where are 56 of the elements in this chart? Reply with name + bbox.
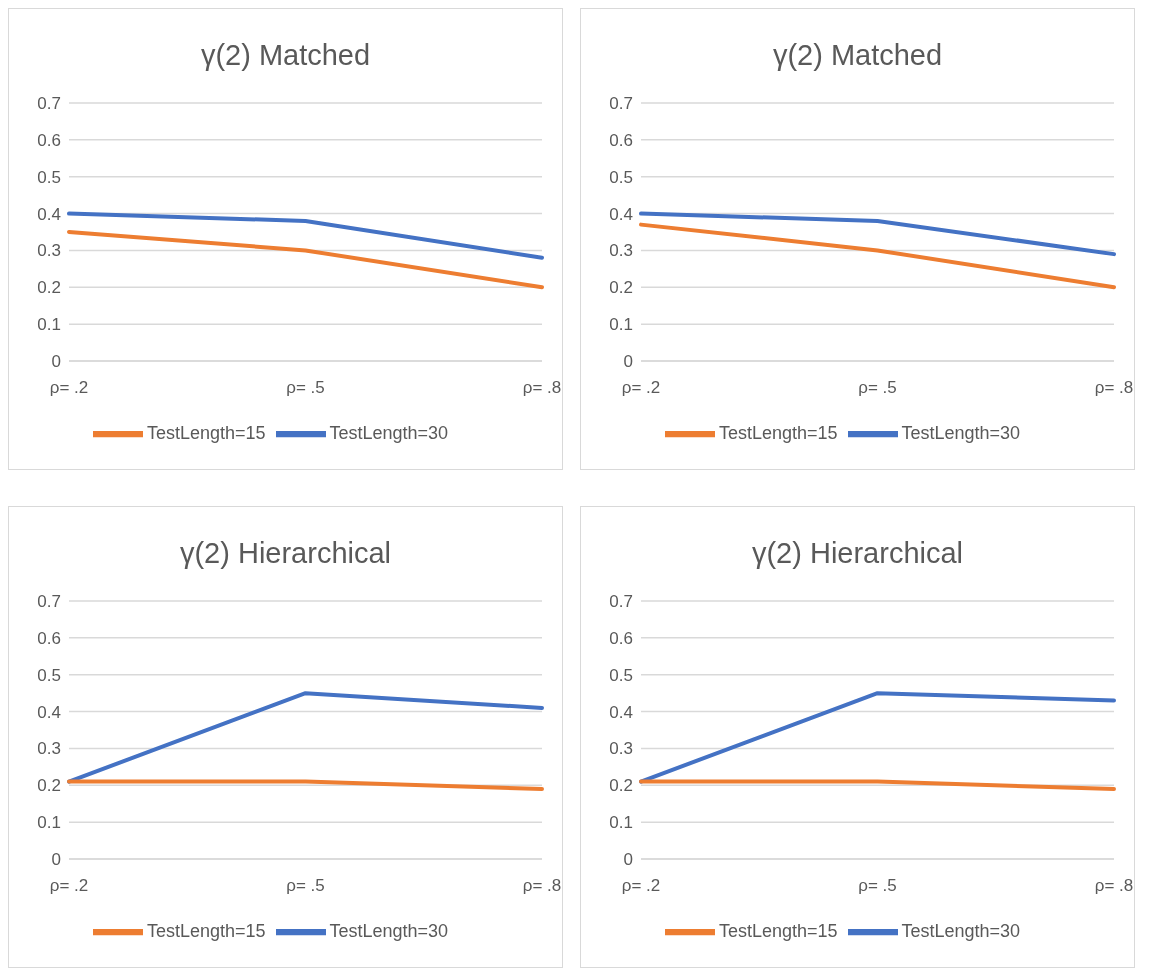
chart-title: γ(2) Matched — [771, 39, 944, 73]
y-tick-label: 0.1 — [609, 813, 633, 833]
y-tick-label: 0.6 — [609, 130, 633, 150]
y-tick-label: 0.2 — [37, 776, 61, 796]
chart-title: γ(2) Hierarchical — [750, 537, 965, 571]
y-tick-label: 0.1 — [37, 813, 61, 833]
y-tick-label: 0.7 — [609, 592, 633, 612]
x-tick-label: ρ= .8 — [1094, 378, 1134, 398]
y-tick-label: 0.3 — [37, 241, 61, 261]
x-tick-label: ρ= .8 — [1094, 876, 1134, 896]
y-tick-label: 0.1 — [37, 315, 61, 335]
y-tick-label: 0.4 — [609, 204, 633, 224]
y-tick-label: 0.5 — [609, 167, 633, 187]
y-tick-label: 0 — [51, 352, 61, 372]
y-tick-label: 0 — [51, 850, 61, 870]
legend-label: TestLength=15 — [146, 422, 266, 443]
y-tick-label: 0.3 — [609, 739, 633, 759]
x-tick-label: ρ= .5 — [858, 378, 897, 398]
y-tick-label: 0.6 — [609, 628, 633, 648]
y-tick-label: 0.1 — [609, 315, 633, 335]
y-tick-label: 0 — [623, 352, 633, 372]
y-tick-label: 0.2 — [609, 278, 633, 298]
y-tick-label: 0.4 — [37, 702, 61, 722]
chart-title: γ(2) Hierarchical — [178, 537, 393, 571]
y-tick-label: 0.5 — [609, 665, 633, 685]
y-tick-label: 0.4 — [37, 204, 61, 224]
y-tick-label: 0.2 — [609, 776, 633, 796]
y-tick-label: 0.3 — [609, 241, 633, 261]
y-tick-label: 0.7 — [37, 94, 61, 114]
x-tick-label: ρ= .2 — [621, 378, 661, 398]
y-tick-label: 0.7 — [609, 94, 633, 114]
y-tick-label: 0.6 — [37, 130, 61, 150]
legend-label: TestLength=30 — [901, 920, 1021, 941]
legend-label: TestLength=15 — [718, 920, 838, 941]
y-tick-label: 0.6 — [37, 628, 61, 648]
chart-title: γ(2) Matched — [199, 39, 372, 73]
legend-label: TestLength=30 — [901, 422, 1021, 443]
legend-label: TestLength=15 — [146, 920, 266, 941]
legend-label: TestLength=15 — [718, 422, 838, 443]
x-tick-label: ρ= .5 — [286, 876, 325, 896]
y-tick-label: 0.4 — [609, 702, 633, 722]
x-tick-label: ρ= .2 — [621, 876, 661, 896]
y-tick-label: 0.3 — [37, 739, 61, 759]
x-tick-label: ρ= .8 — [522, 378, 562, 398]
x-tick-label: ρ= .2 — [49, 876, 89, 896]
x-tick-label: ρ= .5 — [286, 378, 325, 398]
y-tick-label: 0.2 — [37, 278, 61, 298]
x-tick-label: ρ= .8 — [522, 876, 562, 896]
legend-label: TestLength=30 — [329, 920, 449, 941]
x-tick-label: ρ= .2 — [49, 378, 89, 398]
x-tick-label: ρ= .5 — [858, 876, 897, 896]
y-tick-label: 0.5 — [37, 665, 61, 685]
y-tick-label: 0 — [623, 850, 633, 870]
y-tick-label: 0.7 — [37, 592, 61, 612]
y-tick-label: 0.5 — [37, 167, 61, 187]
legend-label: TestLength=30 — [329, 422, 449, 443]
